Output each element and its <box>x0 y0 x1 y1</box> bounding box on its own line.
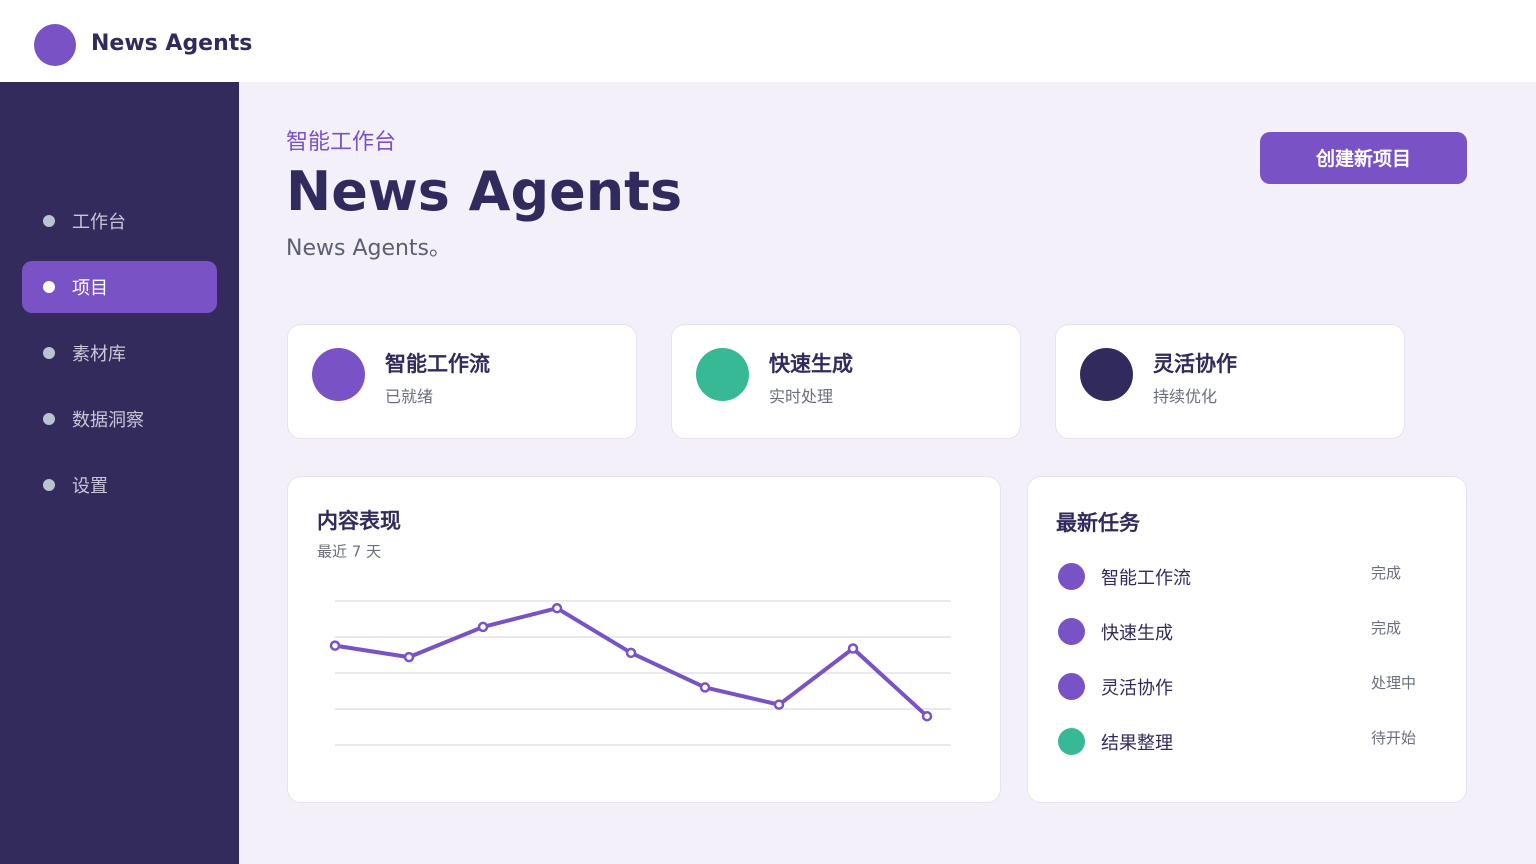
task-status: 待开始 <box>1371 729 1417 747</box>
point <box>551 602 563 614</box>
task-status: 处理中 <box>1371 674 1417 692</box>
nav-item[interactable]: 素材库 <box>22 327 217 379</box>
stat-title: 灵活协作 <box>1153 352 1237 376</box>
eyebrow: 智能工作台 <box>286 130 397 155</box>
tasks-card: 最新任务 智能工作流 完成 快速生成 完成 灵活协作 处理中 结果整理 待开始 <box>1027 476 1467 803</box>
task-name: 灵活协作 <box>1101 678 1173 699</box>
chart: 内容表现 最近 7 天 <box>317 509 951 746</box>
stat-card[interactable]: 智能工作流 已就绪 <box>287 324 637 439</box>
nav-item[interactable]: 工作台 <box>22 195 217 247</box>
task-name: 快速生成 <box>1101 623 1173 644</box>
task-name: 智能工作流 <box>1101 568 1191 589</box>
stat-icon <box>1080 348 1133 401</box>
stat-status: 已就绪 <box>385 387 434 406</box>
point <box>847 643 859 654</box>
stat-icon <box>312 348 365 401</box>
stat-title: 智能工作流 <box>385 352 490 376</box>
point <box>403 651 415 663</box>
point <box>773 699 785 710</box>
stat-card[interactable]: 快速生成 实时处理 <box>671 324 1021 439</box>
nav-label: 工作台 <box>72 212 126 233</box>
nav-dot <box>43 281 55 293</box>
stat-status: 实时处理 <box>769 387 834 406</box>
task-status: 完成 <box>1371 564 1402 582</box>
page-title: News Agents <box>286 160 683 223</box>
nav-label: 素材库 <box>72 344 126 365</box>
header: News Agents <box>0 0 1536 82</box>
task-icon <box>1058 618 1085 645</box>
point <box>329 640 341 651</box>
nav-item[interactable]: 数据洞察 <box>22 393 217 445</box>
nav-label: 设置 <box>72 476 108 497</box>
task-name: 结果整理 <box>1101 733 1173 754</box>
tasks-title: 最新任务 <box>1056 511 1140 535</box>
nav-item[interactable]: 设置 <box>22 459 217 511</box>
logo[interactable] <box>34 24 76 66</box>
task-icon <box>1058 673 1085 700</box>
brand[interactable]: News Agents <box>91 31 253 56</box>
nav-label: 数据洞察 <box>72 410 144 431</box>
nav-dot <box>43 413 55 425</box>
point <box>477 621 489 633</box>
stat-status: 持续优化 <box>1153 387 1218 406</box>
task-icon <box>1058 728 1085 755</box>
page-subtitle: News Agents。 <box>286 236 452 261</box>
create-button[interactable]: 创建新项目 <box>1260 132 1467 184</box>
chart-title: 内容表现 <box>317 509 401 533</box>
stat-card[interactable]: 灵活协作 持续优化 <box>1055 324 1405 439</box>
nav-dot <box>43 215 55 227</box>
nav-label: 项目 <box>72 278 108 299</box>
nav-dot <box>43 479 55 491</box>
task-status: 完成 <box>1371 619 1402 637</box>
stat-title: 快速生成 <box>769 352 853 376</box>
chart-subtitle: 最近 7 天 <box>317 543 381 561</box>
point <box>699 682 711 693</box>
sidebar: 工作台项目素材库数据洞察设置 <box>0 82 239 864</box>
point <box>625 647 637 659</box>
task-icon <box>1058 563 1085 590</box>
stat-icon <box>696 348 749 401</box>
line <box>334 606 929 718</box>
nav-item[interactable]: 项目 <box>22 261 217 313</box>
chart-card: 内容表现 最近 7 天 <box>287 476 1001 803</box>
point <box>921 710 933 722</box>
nav-dot <box>43 347 55 359</box>
